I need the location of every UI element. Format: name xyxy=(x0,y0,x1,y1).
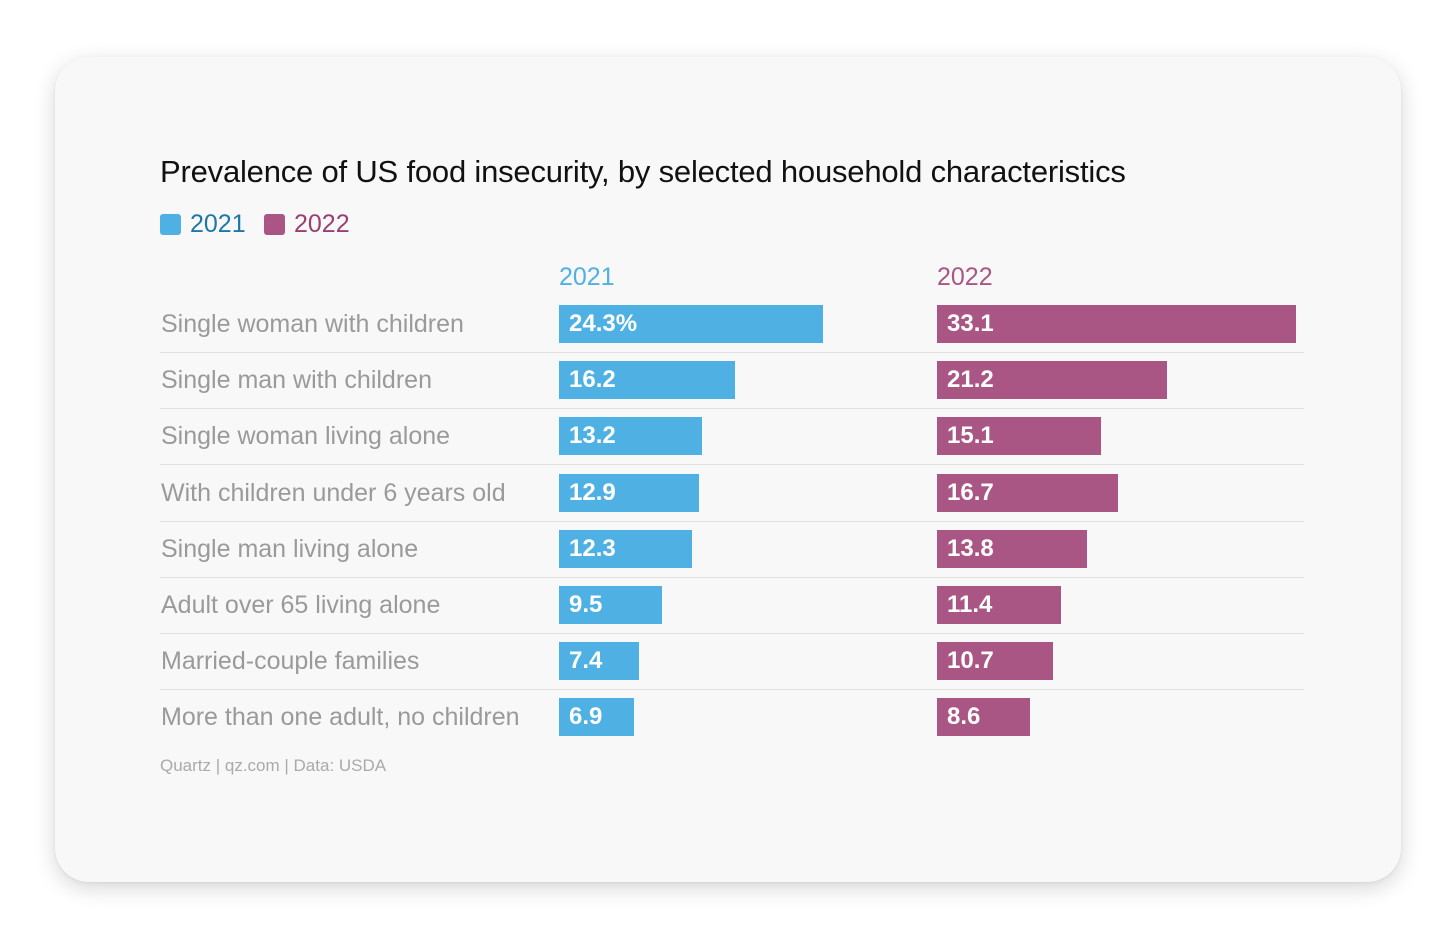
row-divider xyxy=(160,577,1304,578)
row-label: Single woman living alone xyxy=(161,422,451,450)
bar-2022: 15.1 xyxy=(937,417,1101,455)
bar-2021: 6.9 xyxy=(559,698,634,736)
row-divider xyxy=(160,464,1304,465)
bar-value-label: 8.6 xyxy=(947,703,981,730)
bar-2021: 16.2 xyxy=(559,361,735,399)
bar-value-label: 13.2 xyxy=(569,422,616,449)
row-label: Adult over 65 living alone xyxy=(161,591,441,619)
legend-label-2022: 2022 xyxy=(294,210,350,238)
bar-value-label: 24.3% xyxy=(569,310,638,337)
bar-2021: 12.9 xyxy=(559,474,699,512)
bar-value-label: 12.3 xyxy=(569,535,616,562)
row-divider xyxy=(160,689,1304,690)
row-label: More than one adult, no children xyxy=(161,703,520,731)
bar-value-label: 7.4 xyxy=(569,647,603,674)
bar-2022: 13.8 xyxy=(937,530,1087,568)
bar-value-label: 21.2 xyxy=(947,366,994,393)
legend-label-2021: 2021 xyxy=(190,210,246,238)
row-label: With children under 6 years old xyxy=(161,479,506,507)
bar-2021: 13.2 xyxy=(559,417,702,455)
chart-card xyxy=(55,57,1401,882)
row-label: Married-couple families xyxy=(161,647,420,675)
bar-value-label: 16.2 xyxy=(569,366,616,393)
row-divider xyxy=(160,352,1304,353)
bar-2022: 21.2 xyxy=(937,361,1167,399)
bar-value-label: 16.7 xyxy=(947,479,994,506)
bar-2022: 10.7 xyxy=(937,642,1053,680)
bar-value-label: 9.5 xyxy=(569,591,603,618)
bar-2022: 11.4 xyxy=(937,586,1061,624)
row-label: Single man with children xyxy=(161,366,432,394)
row-divider xyxy=(160,408,1304,409)
column-header-2021: 2021 xyxy=(559,263,615,291)
bar-2022: 33.1 xyxy=(937,305,1296,343)
row-divider xyxy=(160,521,1304,522)
legend-swatch-2022 xyxy=(264,214,285,235)
chart-title: Prevalence of US food insecurity, by sel… xyxy=(160,154,1126,189)
bar-value-label: 11.4 xyxy=(947,591,993,618)
bar-value-label: 10.7 xyxy=(947,647,994,674)
bar-value-label: 13.8 xyxy=(947,535,994,562)
bar-2021: 7.4 xyxy=(559,642,639,680)
bar-value-label: 6.9 xyxy=(569,703,603,730)
bar-value-label: 33.1 xyxy=(947,310,994,337)
bar-value-label: 15.1 xyxy=(947,422,994,449)
bar-2021: 12.3 xyxy=(559,530,692,568)
bar-2021: 24.3% xyxy=(559,305,823,343)
row-label: Single woman with children xyxy=(161,310,464,338)
bar-2022: 8.6 xyxy=(937,698,1030,736)
row-divider xyxy=(160,633,1304,634)
source-note: Quartz | qz.com | Data: USDA xyxy=(160,756,387,775)
legend-swatch-2021 xyxy=(160,214,181,235)
column-header-2022: 2022 xyxy=(937,263,993,291)
row-label: Single man living alone xyxy=(161,535,419,563)
bar-2022: 16.7 xyxy=(937,474,1118,512)
bar-value-label: 12.9 xyxy=(569,479,616,506)
bar-2021: 9.5 xyxy=(559,586,662,624)
